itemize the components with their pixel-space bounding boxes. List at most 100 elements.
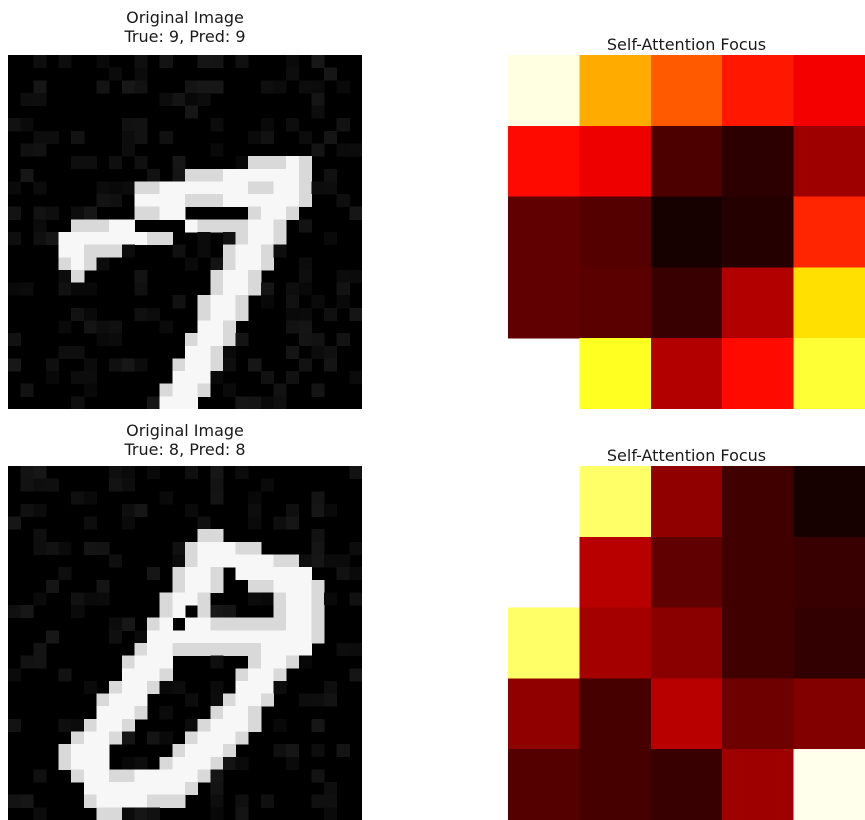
image-pixel xyxy=(83,206,97,220)
image-pixel xyxy=(96,782,110,796)
image-pixel xyxy=(210,630,224,644)
image-pixel xyxy=(248,668,262,682)
image-pixel xyxy=(109,156,123,170)
image-pixel xyxy=(286,617,300,631)
image-pixel xyxy=(273,181,287,195)
image-pixel xyxy=(33,541,47,555)
image-pixel xyxy=(147,655,161,669)
image-pixel xyxy=(210,744,224,758)
image-pixel xyxy=(336,295,350,309)
image-pixel xyxy=(273,592,287,606)
image-pixel xyxy=(96,257,110,271)
image-pixel xyxy=(324,345,338,359)
image-pixel xyxy=(121,503,135,517)
heatmap-cell xyxy=(579,607,652,679)
image-pixel xyxy=(273,655,287,669)
image-pixel xyxy=(311,769,325,783)
image-pixel xyxy=(33,643,47,657)
image-pixel xyxy=(311,605,325,619)
image-pixel xyxy=(197,320,211,334)
image-pixel xyxy=(58,668,72,682)
image-pixel xyxy=(197,769,211,783)
image-pixel xyxy=(286,371,300,385)
heatmap-cell xyxy=(579,536,652,609)
image-pixel xyxy=(159,55,173,69)
image-pixel xyxy=(248,617,262,631)
image-pixel xyxy=(222,617,236,631)
image-pixel xyxy=(248,206,262,220)
image-pixel xyxy=(172,156,186,170)
image-pixel xyxy=(185,396,199,409)
image-pixel xyxy=(71,756,85,770)
image-pixel xyxy=(248,693,262,707)
image-pixel xyxy=(235,466,249,480)
image-pixel xyxy=(248,244,262,258)
image-pixel xyxy=(172,371,186,385)
image-pixel xyxy=(20,143,34,157)
image-pixel xyxy=(8,668,22,682)
image-pixel xyxy=(311,554,325,568)
image-pixel xyxy=(185,371,199,385)
image-pixel xyxy=(121,232,135,246)
image-pixel xyxy=(298,130,312,144)
image-pixel xyxy=(210,257,224,271)
image-pixel xyxy=(336,333,350,347)
image-pixel xyxy=(273,219,287,233)
image-pixel xyxy=(210,333,224,347)
image-pixel xyxy=(58,744,72,758)
image-pixel xyxy=(210,693,224,707)
image-pixel xyxy=(324,680,338,694)
image-pixel xyxy=(185,617,199,631)
image-pixel xyxy=(197,516,211,530)
image-pixel xyxy=(45,206,59,220)
image-pixel xyxy=(248,282,262,296)
image-pixel xyxy=(159,782,173,796)
image-pixel xyxy=(185,643,199,657)
image-pixel xyxy=(311,579,325,593)
image-pixel xyxy=(324,168,338,182)
image-pixel xyxy=(58,232,72,246)
image-pixel xyxy=(197,232,211,246)
image-pixel xyxy=(147,769,161,783)
image-pixel xyxy=(260,295,274,309)
image-pixel xyxy=(134,807,148,820)
image-pixel xyxy=(83,257,97,271)
image-pixel xyxy=(260,181,274,195)
image-pixel xyxy=(109,232,123,246)
image-pixel xyxy=(311,345,325,359)
heatmap-cell xyxy=(722,338,795,409)
attention-heatmap-2 xyxy=(508,466,865,820)
image-pixel xyxy=(197,383,211,397)
image-pixel xyxy=(298,257,312,271)
image-pixel xyxy=(286,67,300,81)
heatmap-cell xyxy=(793,749,865,820)
image-pixel xyxy=(71,345,85,359)
image-pixel xyxy=(159,383,173,397)
image-pixel xyxy=(349,269,362,283)
heatmap-cell xyxy=(650,678,723,750)
image-pixel xyxy=(210,269,224,283)
image-pixel xyxy=(58,282,72,296)
image-pixel xyxy=(273,567,287,581)
image-pixel xyxy=(71,371,85,385)
image-pixel xyxy=(71,744,85,758)
image-pixel xyxy=(260,232,274,246)
image-pixel xyxy=(172,579,186,593)
image-pixel xyxy=(185,541,199,555)
image-pixel xyxy=(159,794,173,808)
image-pixel xyxy=(260,130,274,144)
image-pixel xyxy=(33,55,47,69)
image-pixel xyxy=(20,478,34,492)
image-pixel xyxy=(349,206,362,220)
image-pixel xyxy=(96,756,110,770)
image-pixel xyxy=(109,554,123,568)
image-pixel xyxy=(210,118,224,132)
image-pixel xyxy=(286,156,300,170)
image-pixel xyxy=(248,168,262,182)
image-pixel xyxy=(210,168,224,182)
image-pixel xyxy=(134,668,148,682)
image-pixel xyxy=(33,232,47,246)
image-pixel xyxy=(273,630,287,644)
image-pixel xyxy=(172,181,186,195)
image-pixel xyxy=(134,194,148,208)
